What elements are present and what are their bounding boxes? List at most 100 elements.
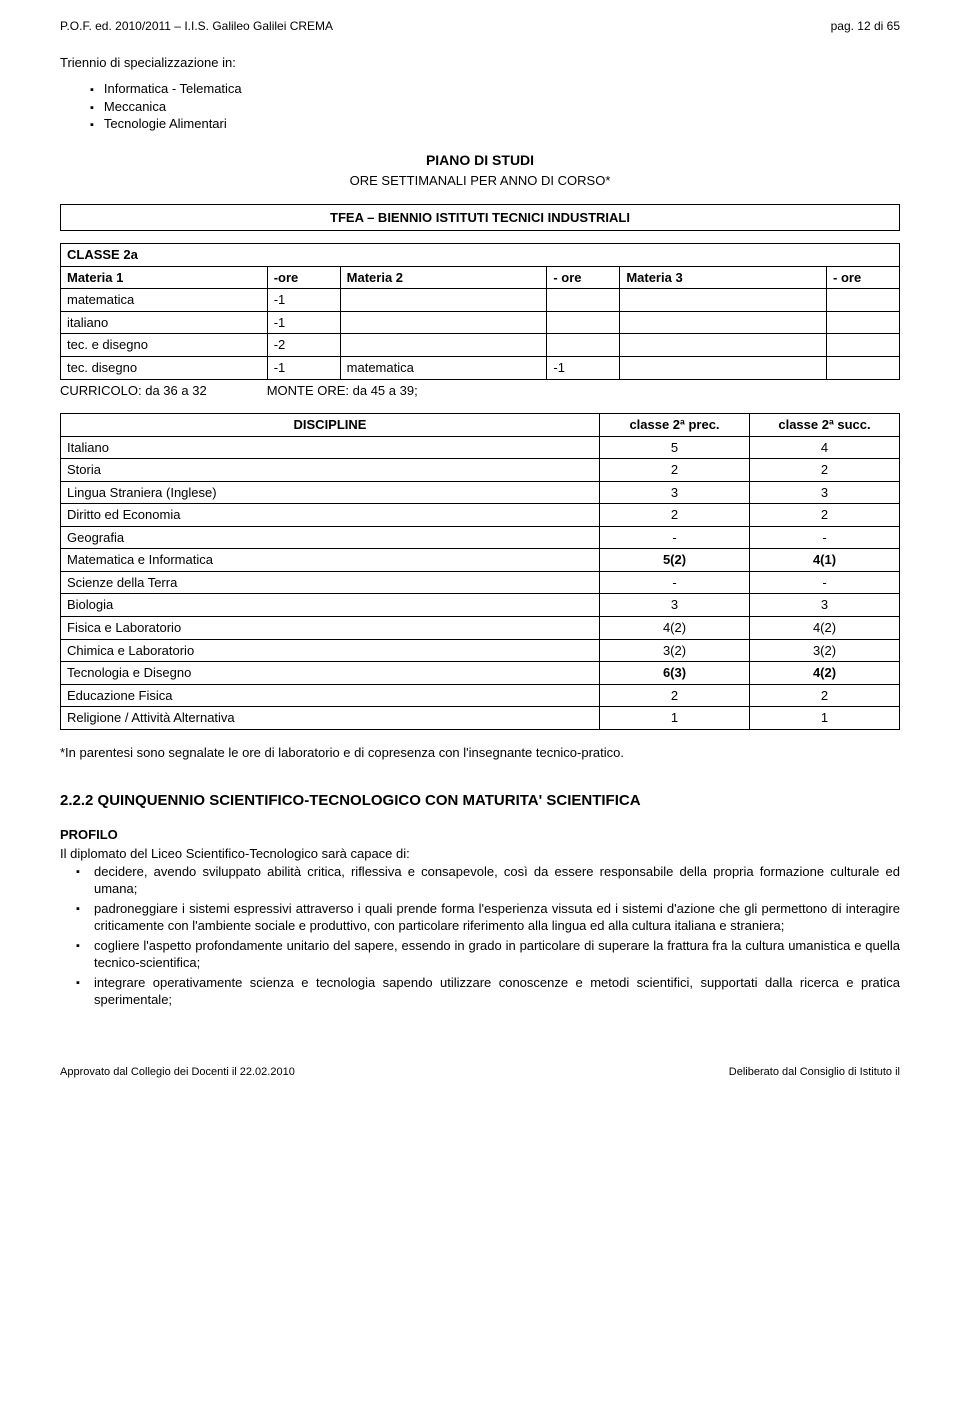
col-header: Materia 2 [340, 266, 547, 289]
table-cell: 5(2) [600, 549, 750, 572]
list-item: Informatica - Telematica [90, 80, 900, 98]
table-cell: -1 [547, 356, 620, 379]
table-cell: matematica [340, 356, 547, 379]
table-cell: Chimica e Laboratorio [61, 639, 600, 662]
table-cell: -2 [267, 334, 340, 357]
page-footer: Approvato dal Collegio dei Docenti il 22… [60, 1065, 900, 1080]
table-cell [620, 334, 827, 357]
table-cell: italiano [61, 311, 268, 334]
table-cell: 1 [750, 707, 900, 730]
table-cell: 5 [600, 436, 750, 459]
col-header: Materia 1 [61, 266, 268, 289]
table-cell: tec. disegno [61, 356, 268, 379]
table-cell: 2 [750, 504, 900, 527]
disc-header: classe 2ª succ. [750, 414, 900, 437]
list-item: integrare operativamente scienza e tecno… [76, 974, 900, 1009]
table-cell: 2 [600, 504, 750, 527]
col-header: Materia 3 [620, 266, 827, 289]
list-item: cogliere l'aspetto profondamente unitari… [76, 937, 900, 972]
note-text: *In parentesi sono segnalate le ore di l… [60, 744, 900, 762]
profilo-list: decidere, avendo sviluppato abilità crit… [60, 863, 900, 1009]
table-cell: Biologia [61, 594, 600, 617]
table-cell: Diritto ed Economia [61, 504, 600, 527]
table-cell: -1 [267, 311, 340, 334]
table-cell: 3(2) [750, 639, 900, 662]
table-cell: - [750, 526, 900, 549]
table-cell: 4 [750, 436, 900, 459]
table-cell: Scienze della Terra [61, 571, 600, 594]
list-item: padroneggiare i sistemi espressivi attra… [76, 900, 900, 935]
spec-list: Informatica - Telematica Meccanica Tecno… [60, 80, 900, 134]
table-cell [620, 289, 827, 312]
list-item: decidere, avendo sviluppato abilità crit… [76, 863, 900, 898]
header-right: pag. 12 di 65 [831, 18, 900, 34]
discipline-table: DISCIPLINE classe 2ª prec. classe 2ª suc… [60, 413, 900, 730]
footer-left: Approvato dal Collegio dei Docenti il 22… [60, 1065, 295, 1080]
col-header: -ore [267, 266, 340, 289]
table-cell [827, 311, 900, 334]
table-cell: 2 [600, 459, 750, 482]
table-cell: 4(2) [600, 617, 750, 640]
table-cell [547, 334, 620, 357]
table-cell: Lingua Straniera (Inglese) [61, 481, 600, 504]
table-cell: -1 [267, 289, 340, 312]
table-cell: -1 [267, 356, 340, 379]
table-cell: 3 [600, 594, 750, 617]
table-cell [827, 334, 900, 357]
piano-title: PIANO DI STUDI [60, 151, 900, 170]
table-cell [340, 334, 547, 357]
table-cell: Geografia [61, 526, 600, 549]
table-cell: 1 [600, 707, 750, 730]
table-cell: 4(1) [750, 549, 900, 572]
table-cell [827, 356, 900, 379]
table-cell: Italiano [61, 436, 600, 459]
table-cell: Educazione Fisica [61, 684, 600, 707]
table-cell: 2 [750, 459, 900, 482]
table-cell: matematica [61, 289, 268, 312]
table-cell [620, 356, 827, 379]
table-cell: - [600, 571, 750, 594]
table-cell: 3 [600, 481, 750, 504]
col-header: - ore [547, 266, 620, 289]
table-cell [340, 289, 547, 312]
classe-table: CLASSE 2a Materia 1 -ore Materia 2 - ore… [60, 243, 900, 379]
disc-header: DISCIPLINE [61, 414, 600, 437]
list-item: Meccanica [90, 98, 900, 116]
curricolo-row: CURRICOLO: da 36 a 32 MONTE ORE: da 45 a… [60, 382, 900, 400]
page-header: P.O.F. ed. 2010/2011 – I.I.S. Galileo Ga… [60, 18, 900, 34]
table-cell: Storia [61, 459, 600, 482]
profilo-intro: Il diplomato del Liceo Scientifico-Tecno… [60, 845, 900, 863]
table-cell [547, 289, 620, 312]
table-cell: 3(2) [600, 639, 750, 662]
box-tfea: TFEA – BIENNIO ISTITUTI TECNICI INDUSTRI… [60, 204, 900, 232]
table-cell: 4(2) [750, 662, 900, 685]
table-cell: Religione / Attività Alternativa [61, 707, 600, 730]
table-cell [827, 289, 900, 312]
classe-title: CLASSE 2a [61, 244, 900, 267]
table-cell: Tecnologia e Disegno [61, 662, 600, 685]
table-cell: Fisica e Laboratorio [61, 617, 600, 640]
curricolo-left: CURRICOLO: da 36 a 32 [60, 382, 207, 400]
table-cell: 6(3) [600, 662, 750, 685]
intro-text: Triennio di specializzazione in: [60, 54, 900, 72]
table-cell: - [600, 526, 750, 549]
footer-right: Deliberato dal Consiglio di Istituto il [729, 1065, 900, 1080]
piano-sub: ORE SETTIMANALI PER ANNO DI CORSO* [60, 172, 900, 190]
table-cell: 3 [750, 594, 900, 617]
profilo-label: PROFILO [60, 826, 900, 844]
table-cell: - [750, 571, 900, 594]
table-cell: 3 [750, 481, 900, 504]
header-left: P.O.F. ed. 2010/2011 – I.I.S. Galileo Ga… [60, 18, 333, 34]
table-cell: tec. e disegno [61, 334, 268, 357]
list-item: Tecnologie Alimentari [90, 115, 900, 133]
table-cell: 2 [600, 684, 750, 707]
section-title: 2.2.2 QUINQUENNIO SCIENTIFICO-TECNOLOGIC… [60, 791, 900, 811]
table-cell: 4(2) [750, 617, 900, 640]
table-cell [620, 311, 827, 334]
col-header: - ore [827, 266, 900, 289]
table-cell [340, 311, 547, 334]
table-cell [547, 311, 620, 334]
curricolo-right: MONTE ORE: da 45 a 39; [267, 382, 418, 400]
table-cell: Matematica e Informatica [61, 549, 600, 572]
table-cell: 2 [750, 684, 900, 707]
